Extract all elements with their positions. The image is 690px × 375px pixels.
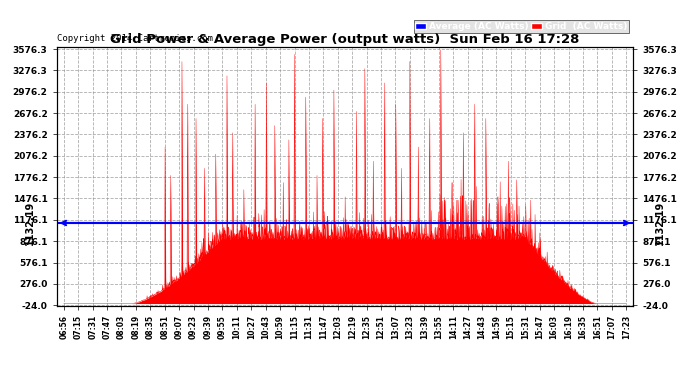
Text: Copyright 2014 Cartronics.com: Copyright 2014 Cartronics.com <box>57 34 213 43</box>
Text: 1132.19: 1132.19 <box>25 201 35 245</box>
Legend: Average (AC Watts), Grid  (AC Watts): Average (AC Watts), Grid (AC Watts) <box>413 20 629 33</box>
Title: Grid Power & Average Power (output watts)  Sun Feb 16 17:28: Grid Power & Average Power (output watts… <box>110 33 580 46</box>
Text: 1132.19: 1132.19 <box>655 201 665 245</box>
